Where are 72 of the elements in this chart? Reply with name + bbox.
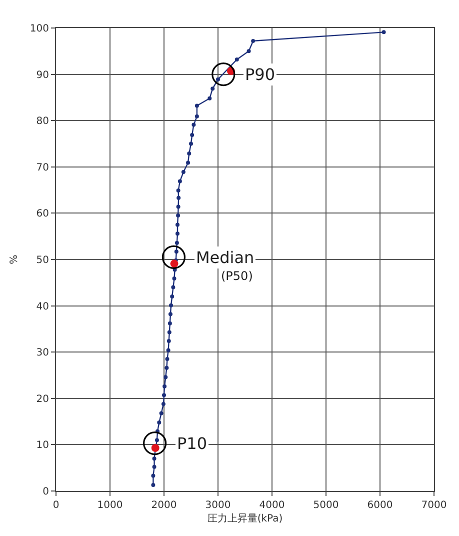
x-tick-label: 5000 — [313, 500, 339, 511]
point — [176, 204, 180, 209]
point — [164, 366, 169, 370]
x-tick-label: 2000 — [151, 500, 177, 511]
y-tick-label: 40 — [36, 301, 49, 312]
point — [165, 357, 170, 362]
x-tick-label: 3000 — [205, 500, 231, 511]
point — [170, 260, 178, 268]
y-tick-label: 0 — [42, 486, 49, 498]
point — [162, 384, 167, 388]
point — [154, 438, 159, 442]
point — [176, 214, 180, 218]
point — [190, 132, 194, 137]
point — [194, 114, 199, 118]
point — [192, 122, 196, 127]
annotation: P90 — [245, 65, 276, 84]
point — [187, 151, 192, 156]
point — [171, 285, 176, 290]
point — [168, 312, 172, 316]
y-tick-label: 30 — [36, 348, 49, 359]
point — [176, 222, 180, 227]
point — [174, 250, 178, 254]
point — [168, 321, 172, 326]
point — [170, 294, 174, 299]
x-tick-label: 7000 — [421, 500, 447, 511]
point — [166, 348, 170, 352]
point — [169, 303, 174, 308]
x-tick-label: 1000 — [97, 500, 123, 511]
point — [167, 330, 172, 334]
x-tick-label: 0 — [52, 500, 60, 511]
point — [151, 474, 156, 478]
point — [176, 196, 181, 200]
point — [234, 57, 239, 62]
point — [164, 375, 168, 380]
point — [251, 38, 256, 43]
point — [189, 142, 193, 146]
point — [186, 160, 190, 165]
x-tick-label: 4000 — [259, 500, 285, 511]
point — [194, 104, 199, 108]
y-axis-title: % — [8, 254, 20, 264]
point — [216, 77, 220, 82]
y-tick-label: 60 — [36, 208, 49, 220]
point — [176, 188, 180, 193]
point — [176, 232, 180, 236]
point — [210, 86, 215, 91]
point — [162, 393, 166, 398]
x-axis-title: 圧力上昇量(kPa) — [207, 512, 283, 524]
point — [172, 276, 176, 280]
annotation: Median — [196, 248, 254, 267]
point — [151, 482, 156, 487]
y-tick-label: 20 — [36, 394, 49, 405]
point — [246, 49, 251, 54]
point — [152, 456, 156, 461]
annotation: P10 — [177, 434, 208, 453]
point — [382, 30, 386, 34]
point — [159, 411, 164, 416]
point — [178, 179, 182, 184]
y-tick-label: 80 — [36, 116, 49, 128]
point — [161, 402, 166, 406]
annotation: (P50) — [221, 269, 253, 283]
y-tick-label: 50 — [36, 255, 49, 266]
x-tick-label: 6000 — [367, 500, 393, 511]
point — [166, 338, 171, 343]
point — [181, 170, 186, 174]
point — [157, 420, 162, 424]
y-tick-label: 90 — [36, 70, 49, 81]
point — [174, 240, 179, 245]
y-tick-label: 70 — [36, 162, 49, 174]
y-tick-label: 10 — [36, 440, 49, 452]
point — [208, 96, 212, 100]
y-tick-label: 100 — [30, 24, 49, 34]
point — [152, 464, 156, 469]
